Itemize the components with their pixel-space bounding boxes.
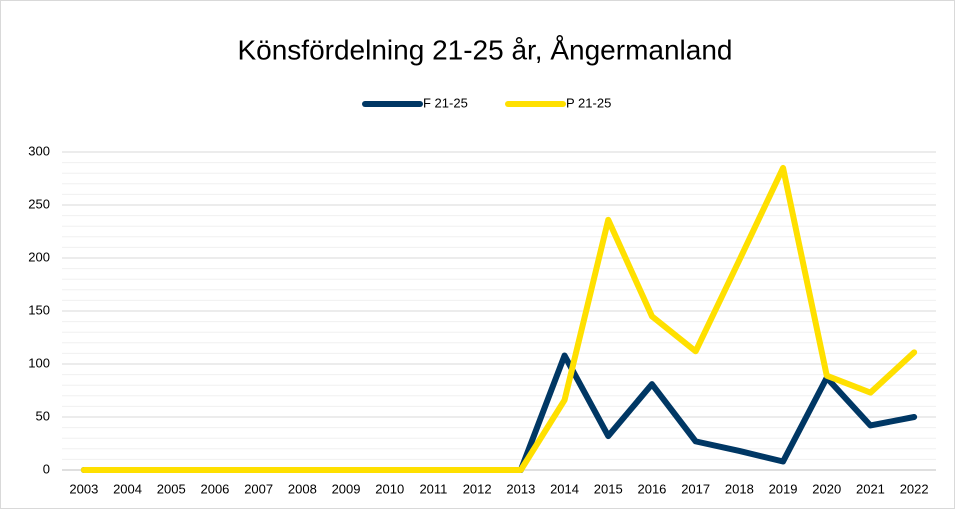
x-tick-label: 2009 bbox=[332, 481, 361, 496]
series-line bbox=[80, 164, 918, 473]
x-tick-label: 2017 bbox=[681, 481, 710, 496]
x-tick-label: 2022 bbox=[900, 481, 929, 496]
x-tick-label: 2018 bbox=[725, 481, 754, 496]
x-tick-label: 2008 bbox=[288, 481, 317, 496]
y-tick-label: 250 bbox=[28, 196, 50, 211]
x-tick-label: 2003 bbox=[69, 481, 98, 496]
y-tick-label: 50 bbox=[36, 408, 50, 423]
x-tick-label: 2010 bbox=[375, 481, 404, 496]
x-tick-label: 2020 bbox=[812, 481, 841, 496]
x-tick-label: 2013 bbox=[506, 481, 535, 496]
x-tick-label: 2004 bbox=[113, 481, 142, 496]
x-tick-label: 2005 bbox=[157, 481, 186, 496]
x-tick-label: 2016 bbox=[637, 481, 666, 496]
x-tick-label: 2007 bbox=[244, 481, 273, 496]
legend-label: F 21-25 bbox=[423, 95, 468, 110]
chart-title: Könsfördelning 21-25 år, Ångermanland bbox=[237, 34, 732, 65]
x-tick-label: 2012 bbox=[463, 481, 492, 496]
x-tick-label: 2015 bbox=[594, 481, 623, 496]
y-tick-label: 0 bbox=[43, 461, 50, 476]
x-tick-label: 2021 bbox=[856, 481, 885, 496]
x-tick-label: 2011 bbox=[419, 481, 447, 496]
legend-label: P 21-25 bbox=[566, 95, 611, 110]
y-tick-label: 300 bbox=[28, 143, 50, 158]
y-tick-label: 100 bbox=[28, 355, 50, 370]
x-tick-label: 2019 bbox=[769, 481, 798, 496]
y-tick-label: 150 bbox=[28, 302, 50, 317]
y-tick-label: 200 bbox=[28, 249, 50, 264]
x-tick-label: 2014 bbox=[550, 481, 579, 496]
x-tick-label: 2006 bbox=[200, 481, 229, 496]
